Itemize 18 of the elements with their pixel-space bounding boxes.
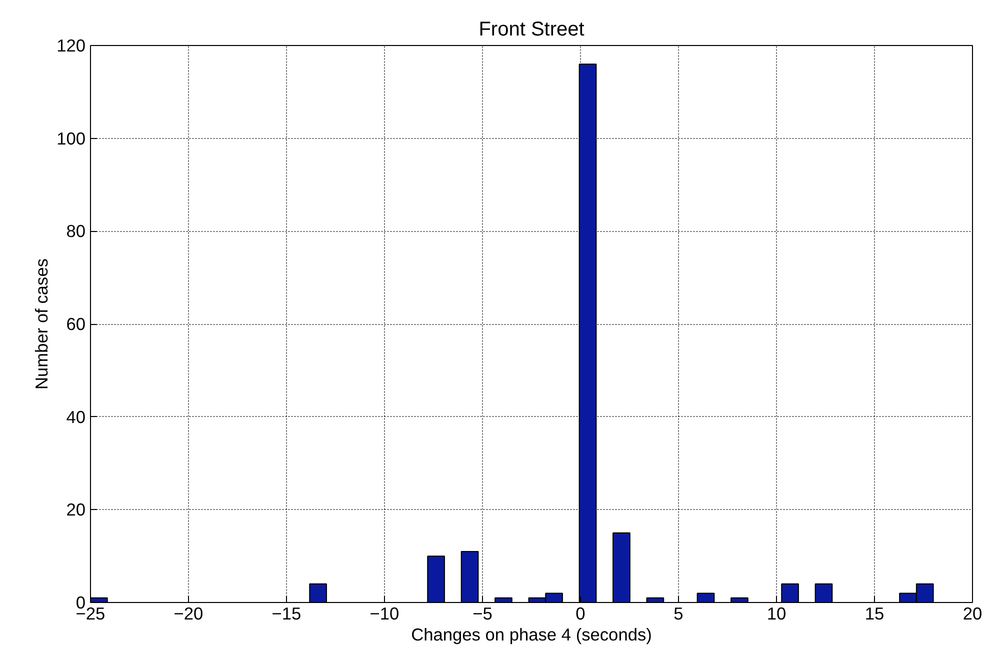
x-tick-label: 5 xyxy=(674,604,684,624)
y-tick-label: 20 xyxy=(66,500,86,520)
x-tick-label: −20 xyxy=(174,604,204,624)
x-tick-label: 20 xyxy=(962,604,982,624)
x-tick-label: −10 xyxy=(370,604,400,624)
y-axis-title: Number of cases xyxy=(32,258,52,390)
y-tick-label: 40 xyxy=(66,406,86,427)
x-tick-label: 15 xyxy=(864,604,884,624)
y-tick-label: 100 xyxy=(56,128,86,148)
y-tick-label: 60 xyxy=(66,314,86,334)
chart-title: Front Street xyxy=(478,18,585,40)
x-tick-label: −15 xyxy=(272,604,302,624)
x-tick-label: 0 xyxy=(576,604,586,624)
x-tick-label: −5 xyxy=(472,604,492,624)
y-tick-label: 120 xyxy=(56,36,86,56)
x-tick-label: 10 xyxy=(766,604,786,624)
y-tick-label: 80 xyxy=(66,221,86,242)
x-axis-title: Changes on phase 4 (seconds) xyxy=(411,624,652,644)
